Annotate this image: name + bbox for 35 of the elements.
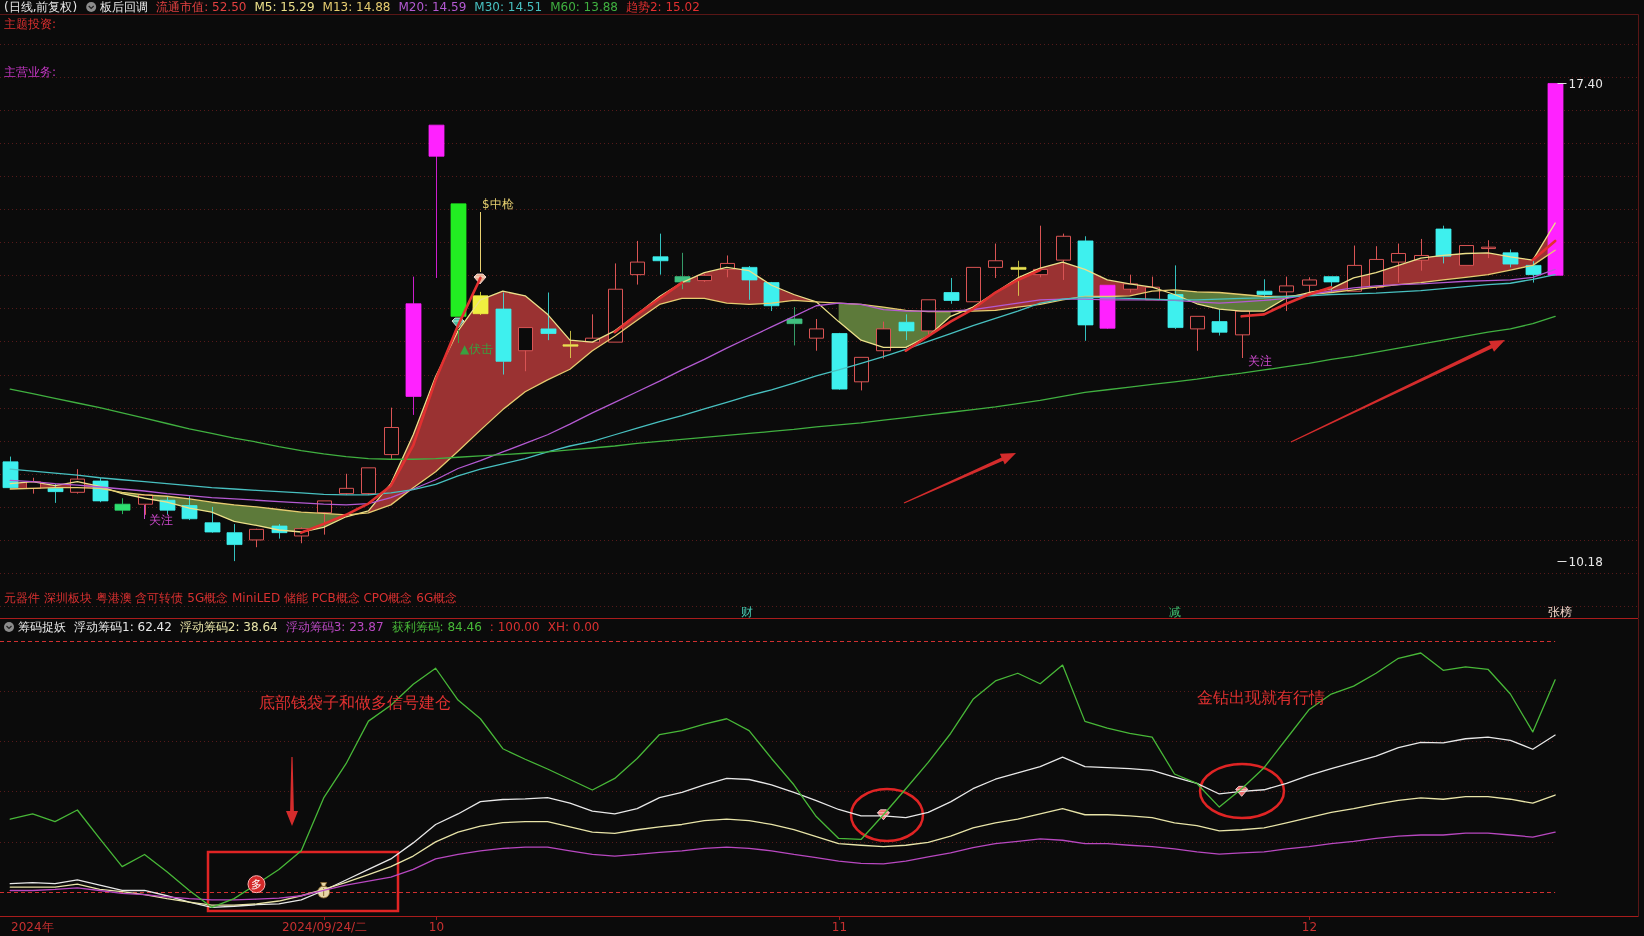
text: 趋势2: 15.02 [625,0,700,14]
annotation: 流通市值: 52.50 [156,0,247,14]
text: 浮动筹码1: 62.42 [74,620,172,634]
text: XH: 0.00 [547,620,600,634]
annotation: ▲伏击 [460,342,494,356]
annotation: 张榜 [1548,605,1572,619]
text: M60: 13.88 [550,0,618,14]
text: 浮动筹码2: 38.64 [179,620,278,634]
x-tick-label: 12 [1301,919,1318,934]
chart-title: 筹码捉妖 [18,620,66,634]
text: M30: 14.51 [474,0,543,14]
annotation: 金钻出现就有行情 [1197,688,1325,707]
text: 浮动筹码3: 23.87 [285,620,384,634]
annotation: 主题投资: [4,17,57,31]
annotation: $中枪 [482,197,514,211]
y-tick-label: 10.18 [1568,554,1603,569]
text: 获利筹码: 84.46 [391,620,482,634]
chart-subtitle: 板后回调 [99,0,149,14]
text: M20: 14.59 [398,0,467,14]
annotation: 多 [250,878,262,892]
annotation: 减 [1169,605,1181,619]
x-tick-label: 10 [428,919,445,934]
x-tick-label: 2024/09/24/二 [281,919,368,934]
annotation: 财 [741,605,753,619]
annotation: 主营业务: [4,65,57,79]
text: : 100.00 [489,620,540,634]
chart-title: (日线,前复权) [4,0,78,14]
y-tick-label: 17.40 [1568,76,1603,91]
text: M13: 14.88 [322,0,391,14]
x-tick-label: 11 [831,919,848,934]
text: 2024年 [11,919,54,934]
annotation: 关注 [149,513,173,527]
annotation: 元器件 深圳板块 粤港澳 含可转债 5G概念 MiniLED 储能 PCB概念 CPO概念 6G概念 [4,591,458,605]
annotation: 关注 [1248,354,1272,368]
text: M5: 15.29 [254,0,315,14]
